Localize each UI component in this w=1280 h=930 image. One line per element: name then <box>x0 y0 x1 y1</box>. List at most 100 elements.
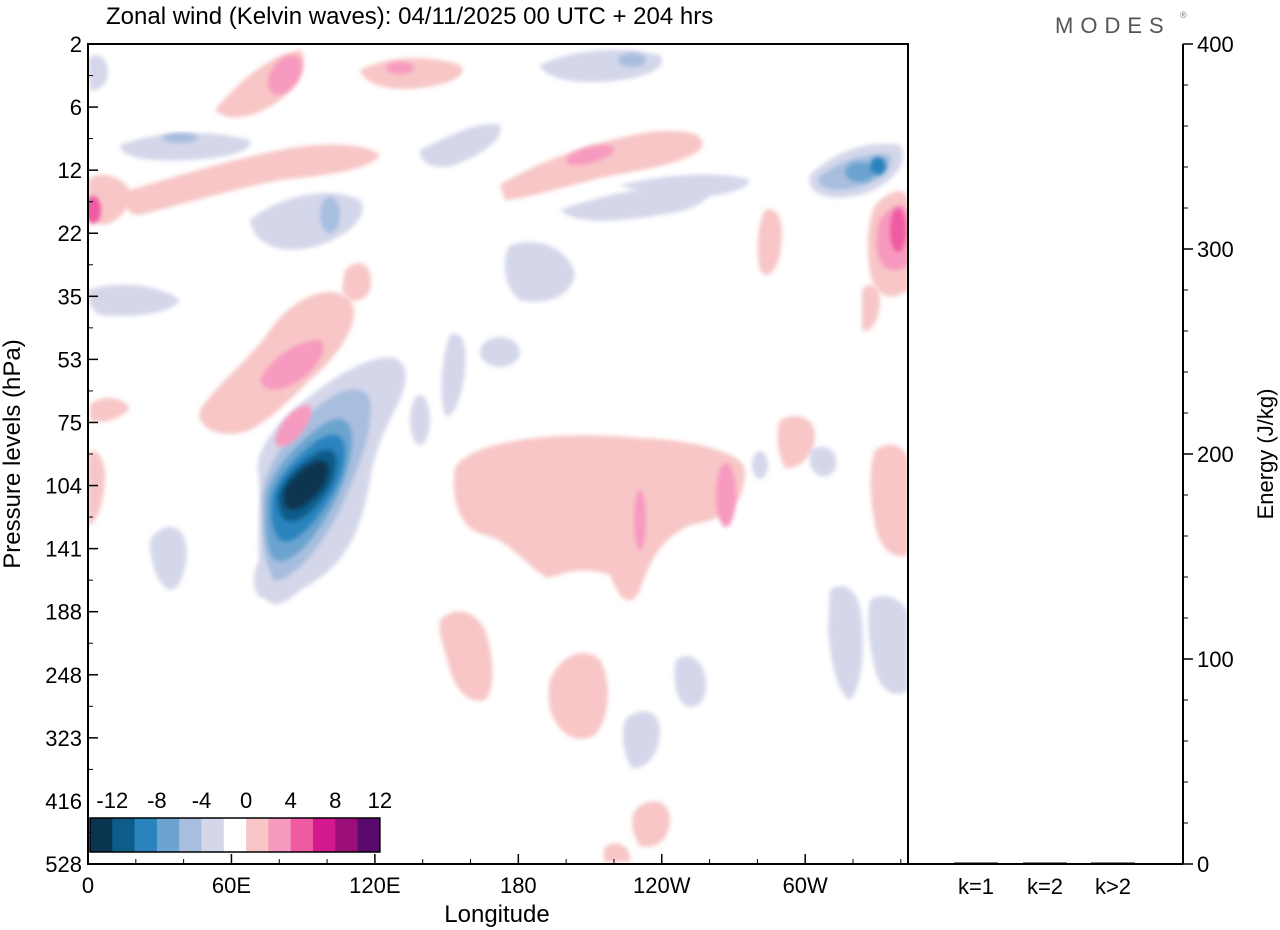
y-tick-label: 323 <box>45 726 82 751</box>
contour-region <box>674 656 707 707</box>
colorbar-swatch <box>223 818 247 852</box>
contour-region <box>88 451 105 525</box>
y-tick-label: 104 <box>45 474 82 499</box>
colorbar-swatch <box>290 818 314 852</box>
colorbar: -12 -8 -4 0 4 8 12 <box>89 786 392 853</box>
y-tick-label: 22 <box>58 221 82 246</box>
brand-registered-mark: ® <box>1180 10 1187 20</box>
contour-region <box>480 337 520 367</box>
contour-region <box>634 490 646 550</box>
colorbar-label: 4 <box>285 788 297 813</box>
colorbar-swatch <box>246 818 269 852</box>
y-tick-label: 188 <box>45 600 82 625</box>
colorbar-swatch <box>313 818 336 852</box>
contour-region <box>777 415 815 469</box>
contour-region <box>890 208 906 252</box>
y-tick-label: 6 <box>70 95 82 120</box>
contour-region <box>810 446 837 477</box>
contour-region <box>632 801 670 847</box>
contour-region <box>868 595 908 694</box>
colorbar-swatch <box>134 818 158 852</box>
colorbar-label: 0 <box>240 788 252 813</box>
contour-region <box>254 562 270 598</box>
contour-region <box>862 284 880 331</box>
colorbar-label: -12 <box>96 788 128 813</box>
contour-region <box>441 333 466 416</box>
energy-tick-label: 200 <box>1197 442 1234 467</box>
contour-region <box>500 130 703 200</box>
contour-region <box>504 241 575 302</box>
brand-logo: MODES <box>1055 13 1171 38</box>
y-tick-label: 75 <box>58 410 82 435</box>
x-axis-title: Longitude <box>444 901 549 928</box>
contour-region <box>267 55 303 95</box>
x-tick-label: 180 <box>500 873 537 898</box>
contour-region <box>250 192 363 250</box>
contour-region <box>284 460 329 510</box>
x-tick-label: 120W <box>633 873 691 898</box>
y-axis-title: Pressure levels (hPa) <box>0 339 26 568</box>
y-tick-label: 12 <box>58 158 82 183</box>
contour-region <box>548 652 608 739</box>
contour-region <box>757 209 782 275</box>
contour-region <box>88 284 180 317</box>
contour-region <box>420 124 501 167</box>
energy-bar-k=1 <box>954 862 998 864</box>
contour-region <box>622 711 660 769</box>
y-tick-label: 248 <box>45 663 82 688</box>
colorbar-frame <box>89 817 381 853</box>
contour-region <box>439 611 493 701</box>
energy-category-label: k=2 <box>1027 874 1063 899</box>
contour-region <box>845 162 875 182</box>
contour-region <box>618 53 646 67</box>
pressure-axis: 2 6 12 22 35 53 75 104 141 188 248 323 416 528 <box>45 32 98 877</box>
contour-region <box>124 144 380 215</box>
x-tick-label: 60E <box>212 873 251 898</box>
colorbar-swatch <box>112 818 135 852</box>
x-tick-label: 60W <box>783 873 828 898</box>
contour-region <box>620 174 750 200</box>
contour-region <box>410 395 430 445</box>
y-tick-label: 53 <box>58 347 82 372</box>
contour-region <box>88 54 108 91</box>
contour-region <box>828 586 863 700</box>
contour-region <box>565 144 615 166</box>
colorbar-swatch <box>268 818 292 852</box>
contour-region <box>275 405 312 447</box>
energy-tick-label: 300 <box>1197 237 1234 262</box>
colorbar-swatch <box>335 818 358 852</box>
contour-region <box>320 197 340 233</box>
energy-category-label: k=1 <box>958 874 994 899</box>
contour-region <box>342 262 371 302</box>
contour-region <box>716 463 736 527</box>
x-tick-label: 120E <box>349 873 400 898</box>
y-tick-label: 35 <box>58 284 82 309</box>
energy-bar-k=2 <box>1023 862 1067 864</box>
energy-axis: 0 100 200 300 400 <box>1183 32 1234 877</box>
energy-tick-label: 400 <box>1197 32 1234 57</box>
chart-title: Zonal wind (Kelvin waves): 04/11/2025 00… <box>106 3 713 30</box>
contour-region <box>360 58 463 90</box>
energy-axis-title: Energy (J/kg) <box>1253 389 1278 520</box>
contour-region <box>260 340 324 390</box>
y-tick-label: 416 <box>45 789 82 814</box>
contour-region <box>453 435 745 601</box>
colorbar-label: -4 <box>192 788 212 813</box>
colorbar-swatch <box>90 818 113 852</box>
colorbar-swatch <box>179 818 202 852</box>
colorbar-swatch <box>156 818 180 852</box>
colorbar-swatch <box>201 818 225 852</box>
contour-region <box>603 843 631 862</box>
contour-region <box>386 62 414 74</box>
contour-region <box>162 133 198 143</box>
x-tick-label: 0 <box>82 873 94 898</box>
contour-region <box>88 196 101 224</box>
colorbar-label-backdrop <box>89 786 381 816</box>
contour-region <box>150 526 187 590</box>
energy-tick-label: 0 <box>1197 852 1209 877</box>
contour-region <box>870 157 886 175</box>
colorbar-label: 12 <box>368 788 392 813</box>
energy-category-label: k>2 <box>1095 874 1131 899</box>
contour-region <box>752 451 768 479</box>
